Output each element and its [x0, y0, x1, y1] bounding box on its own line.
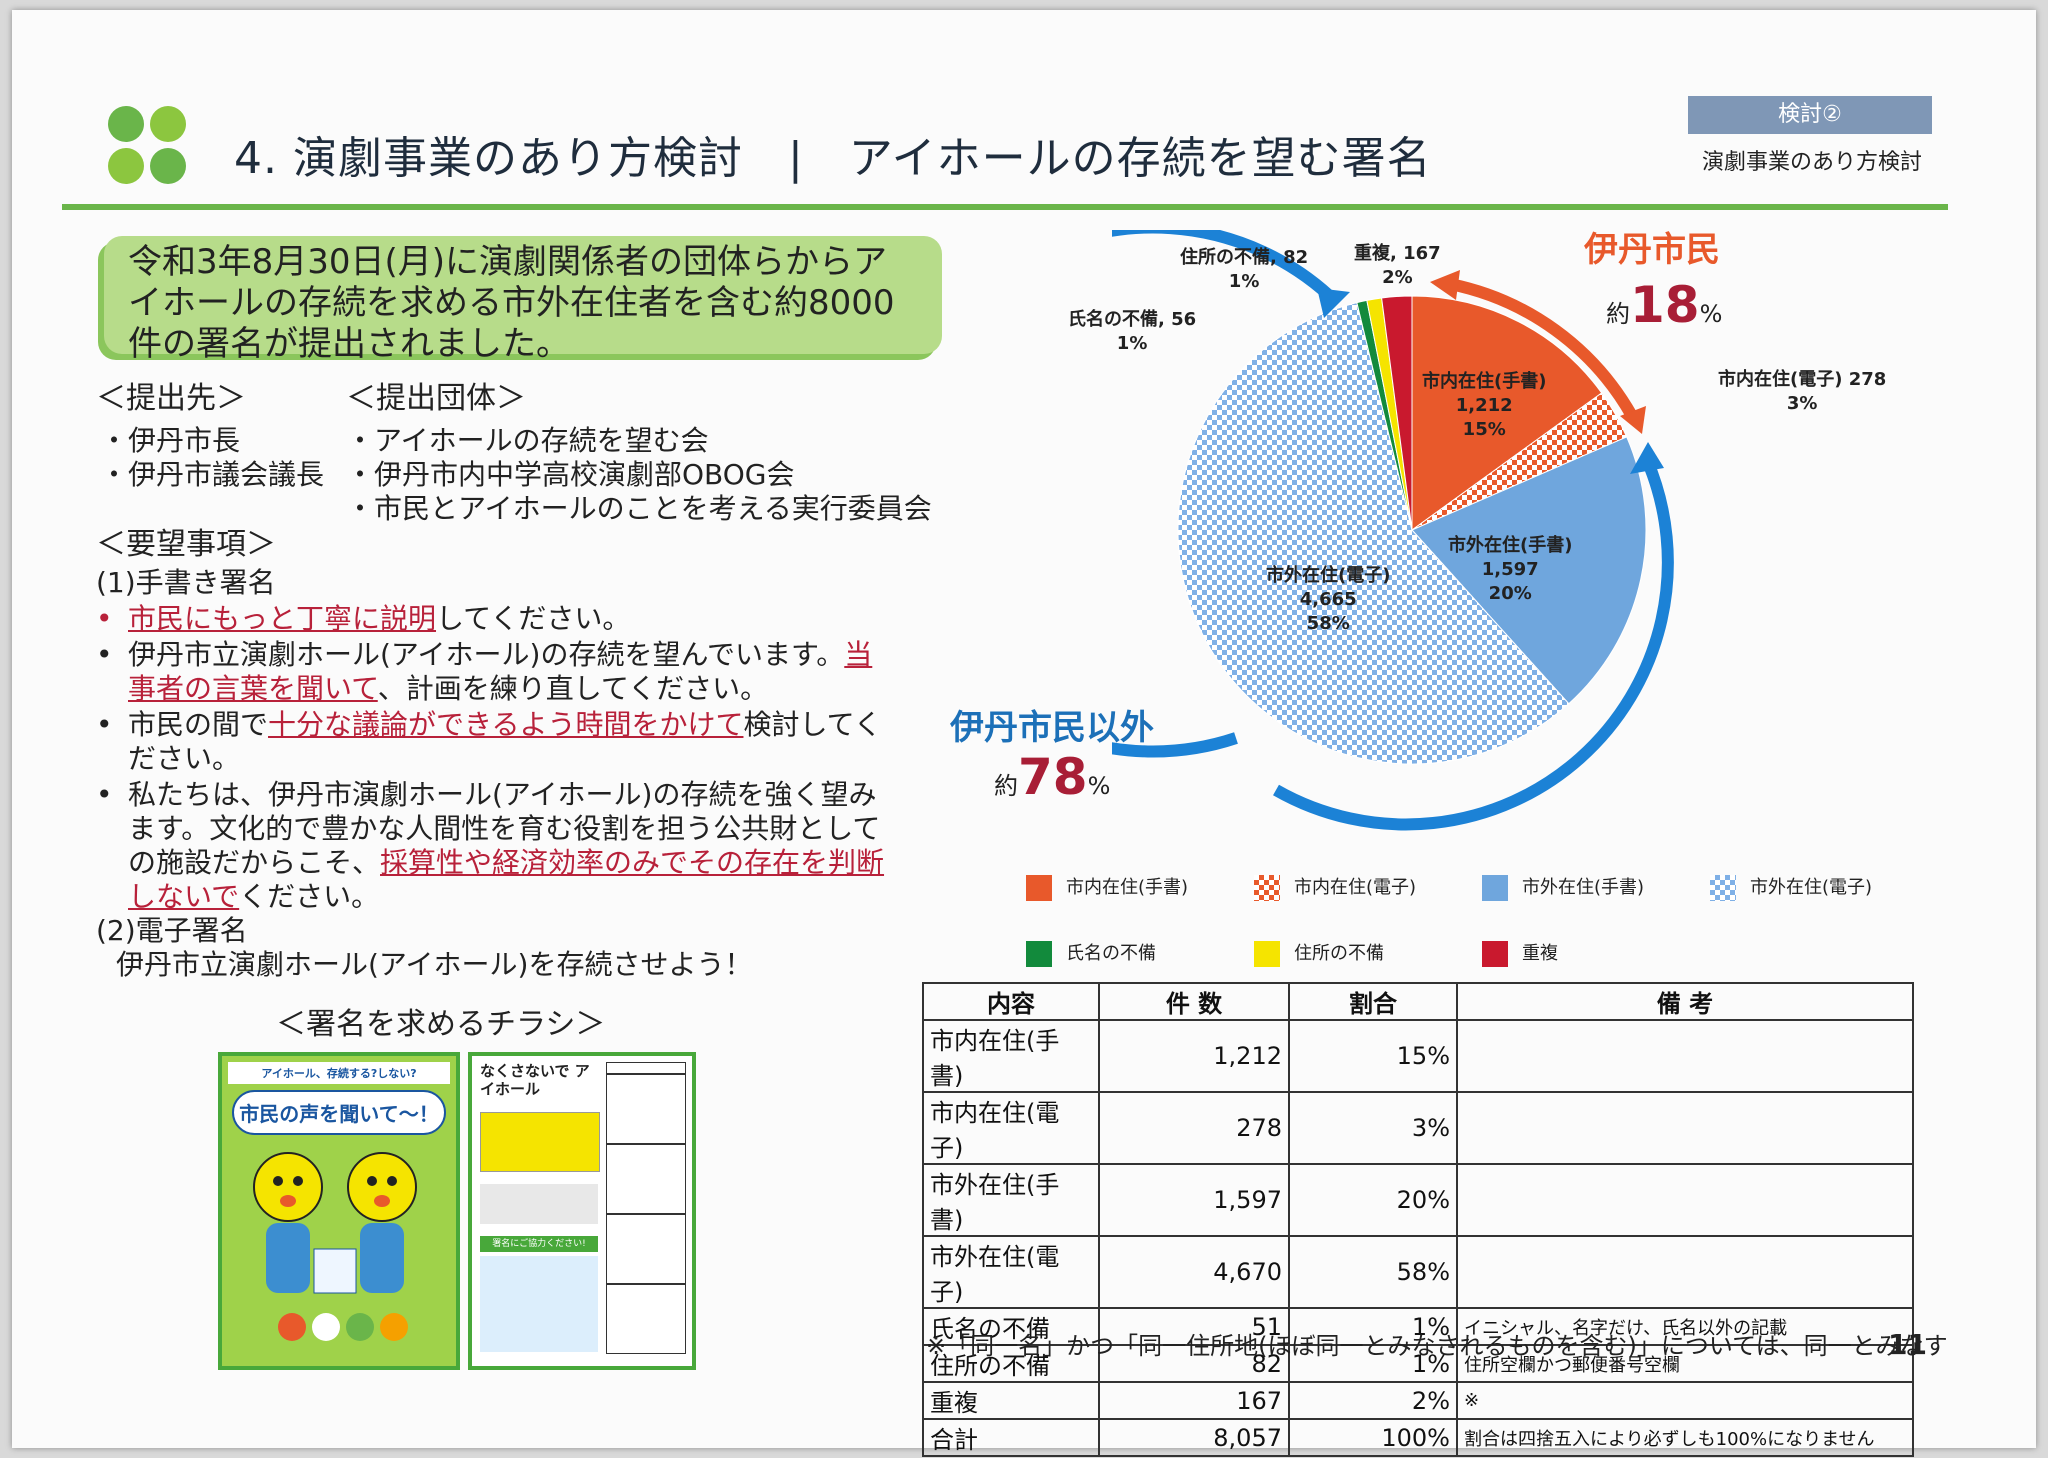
highlight-text: 市民にもっと丁寧に説明 [128, 602, 437, 635]
page-number: 11 [1888, 1328, 1927, 1361]
legend-item: 氏名の不備 [1026, 940, 1156, 968]
highlight-text: 採算性や経済効率のみでその存在を判断 [380, 846, 885, 879]
column-header: 内容 [922, 982, 1100, 1021]
legend-item: 市外在住(電子) [1710, 874, 1872, 902]
chart-legend: 市内在住(手書) 市内在住(電子) 市外在住(手書) 市外在住(電子) 氏名の不… [1026, 874, 1946, 984]
table-row: 市内在住(手書) 1,212 15% [922, 1019, 1914, 1093]
submit-to-item: ・伊丹市長 [100, 424, 241, 457]
slice-label-city-hand: 市内在住(手書) 1,212 15% [1422, 371, 1547, 440]
group-item: ・伊丹市内中学高校演劇部OBOG会 [346, 458, 795, 491]
slice-label-address: 住所の不備, 82 1% [1180, 247, 1309, 292]
group-item: ・アイホールの存続を望む会 [346, 424, 709, 457]
pie-slice-4 [1177, 301, 1570, 765]
handwritten-subheading: (1)手書き署名 [96, 566, 276, 599]
title-divider [62, 204, 1948, 210]
legend-item: 住所の不備 [1254, 940, 1384, 968]
flyer-image-2: なくさないで アイホール 署名にご協力ください! [468, 1052, 696, 1370]
signature-table: 内容 件 数 割合 備 考 市内在住(手書) 1,212 15% 市内在住(電子) 2… [922, 982, 1914, 1457]
page-title: 4. 演劇事業のあり方検討 | アイホールの存続を望む署名 [234, 133, 1432, 184]
flyer-image-1: アイホール、存続する?しない? 市民の声を聞いて～！ [218, 1052, 460, 1370]
summary-callout: 令和3年8月30日(月)に演劇関係者の団体らからアイホールの存続を求める市外在住… [104, 236, 942, 364]
electronic-subheading: (2)電子署名 [96, 914, 248, 947]
section-subtitle: 演劇事業のあり方検討 [1702, 150, 1923, 175]
itami-percent: 約18% [1606, 276, 1723, 334]
electronic-item: 伊丹市立演劇ホール(アイホール)を存続させよう！ [116, 948, 753, 981]
column-header: 割合 [1288, 982, 1458, 1021]
highlight-text: 事者の言葉を聞いて [128, 672, 378, 705]
table-row: 市外在住(手書) 1,597 20% [922, 1163, 1914, 1237]
table-row: 氏名の不備 51 1% イニシャル、名字だけ、氏名以外の記載 [922, 1307, 1914, 1346]
request-item: • 私たちは、伊丹市演劇ホール(アイホール)の存続を強く望み ます。文化的で豊かな人… [96, 778, 885, 913]
highlight-text: 十分な議論ができるよう時間をかけて [268, 708, 744, 741]
slice-label-out-hand: 市外在住(手書) 1,597 20% [1448, 535, 1573, 604]
column-header: 備 考 [1456, 982, 1914, 1021]
group-item: ・市民とアイホールのことを考える実行委員会 [346, 492, 932, 525]
table-row: 市内在住(電子) 278 3% [922, 1091, 1914, 1165]
table-header-row: 内容 件 数 割合 備 考 [922, 982, 1914, 1021]
slice-label-out-elec: 市外在住(電子) 4,665 58% [1266, 565, 1391, 634]
other-percent: 約78% [994, 748, 1111, 806]
flyer-heading: ＜署名を求めるチラシ＞ [276, 1007, 606, 1042]
submit-to-item: ・伊丹市議会議長 [100, 458, 325, 491]
summary-text: 令和3年8月30日(月)に演劇関係者の団体らからアイホールの存続を求める市外在住… [128, 242, 895, 364]
request-item: • 市民にもっと丁寧に説明してください。 [96, 602, 631, 635]
slice-label-duplicate: 重複, 167 2% [1354, 243, 1441, 288]
itami-label: 伊丹市民 [1584, 230, 1720, 270]
table-row: 合計 8,057 100% 割合は四捨五入により必ずしも100%になりません [922, 1418, 1914, 1457]
other-label: 伊丹市民以外 [950, 708, 1154, 748]
outer-arc-itami [1448, 278, 1638, 419]
table-row: 市外在住(電子) 4,670 58% [922, 1235, 1914, 1309]
pie-slice-1 [1411, 295, 1603, 531]
flyer-mascot-icon [253, 1152, 417, 1341]
request-item: • 伊丹市立演劇ホール(アイホール)の存続を望んでいます。当 事者の言葉を聞いて、計… [96, 638, 873, 705]
slide-page: 4. 演劇事業のあり方検討 | アイホールの存続を望む署名 検討② 演劇事業のあ… [12, 10, 2036, 1457]
table-row: 重複 167 2% ※ [922, 1381, 1914, 1420]
outer-arc-other-2 [1273, 457, 1674, 831]
legend-item: 市内在住(電子) [1254, 874, 1416, 902]
pie-slice-7 [1381, 295, 1413, 531]
column-header: 件 数 [1098, 982, 1290, 1021]
logo-clover-icon [108, 106, 188, 186]
slice-label-name: 氏名の不備, 56 1% [1068, 309, 1197, 354]
legend-item: 重複 [1482, 940, 1558, 968]
submit-to-heading: ＜提出先＞ [96, 381, 246, 416]
request-item: • 市民の間で十分な議論ができるよう時間をかけて検討してく ださい。 [96, 708, 882, 775]
legend-item: 市外在住(手書) [1482, 874, 1644, 902]
signature-pie-chart [885, 221, 1972, 850]
footnote: ※「同一名」かつ「同一住所地(ほぼ同一とみなされるものを含む)」については、同一… [926, 1332, 1948, 1360]
legend-item: 市内在住(手書) [1026, 874, 1188, 902]
slice-label-city-elec: 市内在住(電子) 278 3% [1718, 369, 1887, 414]
groups-heading: ＜提出団体＞ [346, 381, 526, 416]
section-tag: 検討② [1688, 96, 1932, 134]
table-row: 住所の不備 82 1% 住所空欄かつ郵便番号空欄 [922, 1344, 1914, 1383]
requests-heading: ＜要望事項＞ [96, 527, 276, 562]
